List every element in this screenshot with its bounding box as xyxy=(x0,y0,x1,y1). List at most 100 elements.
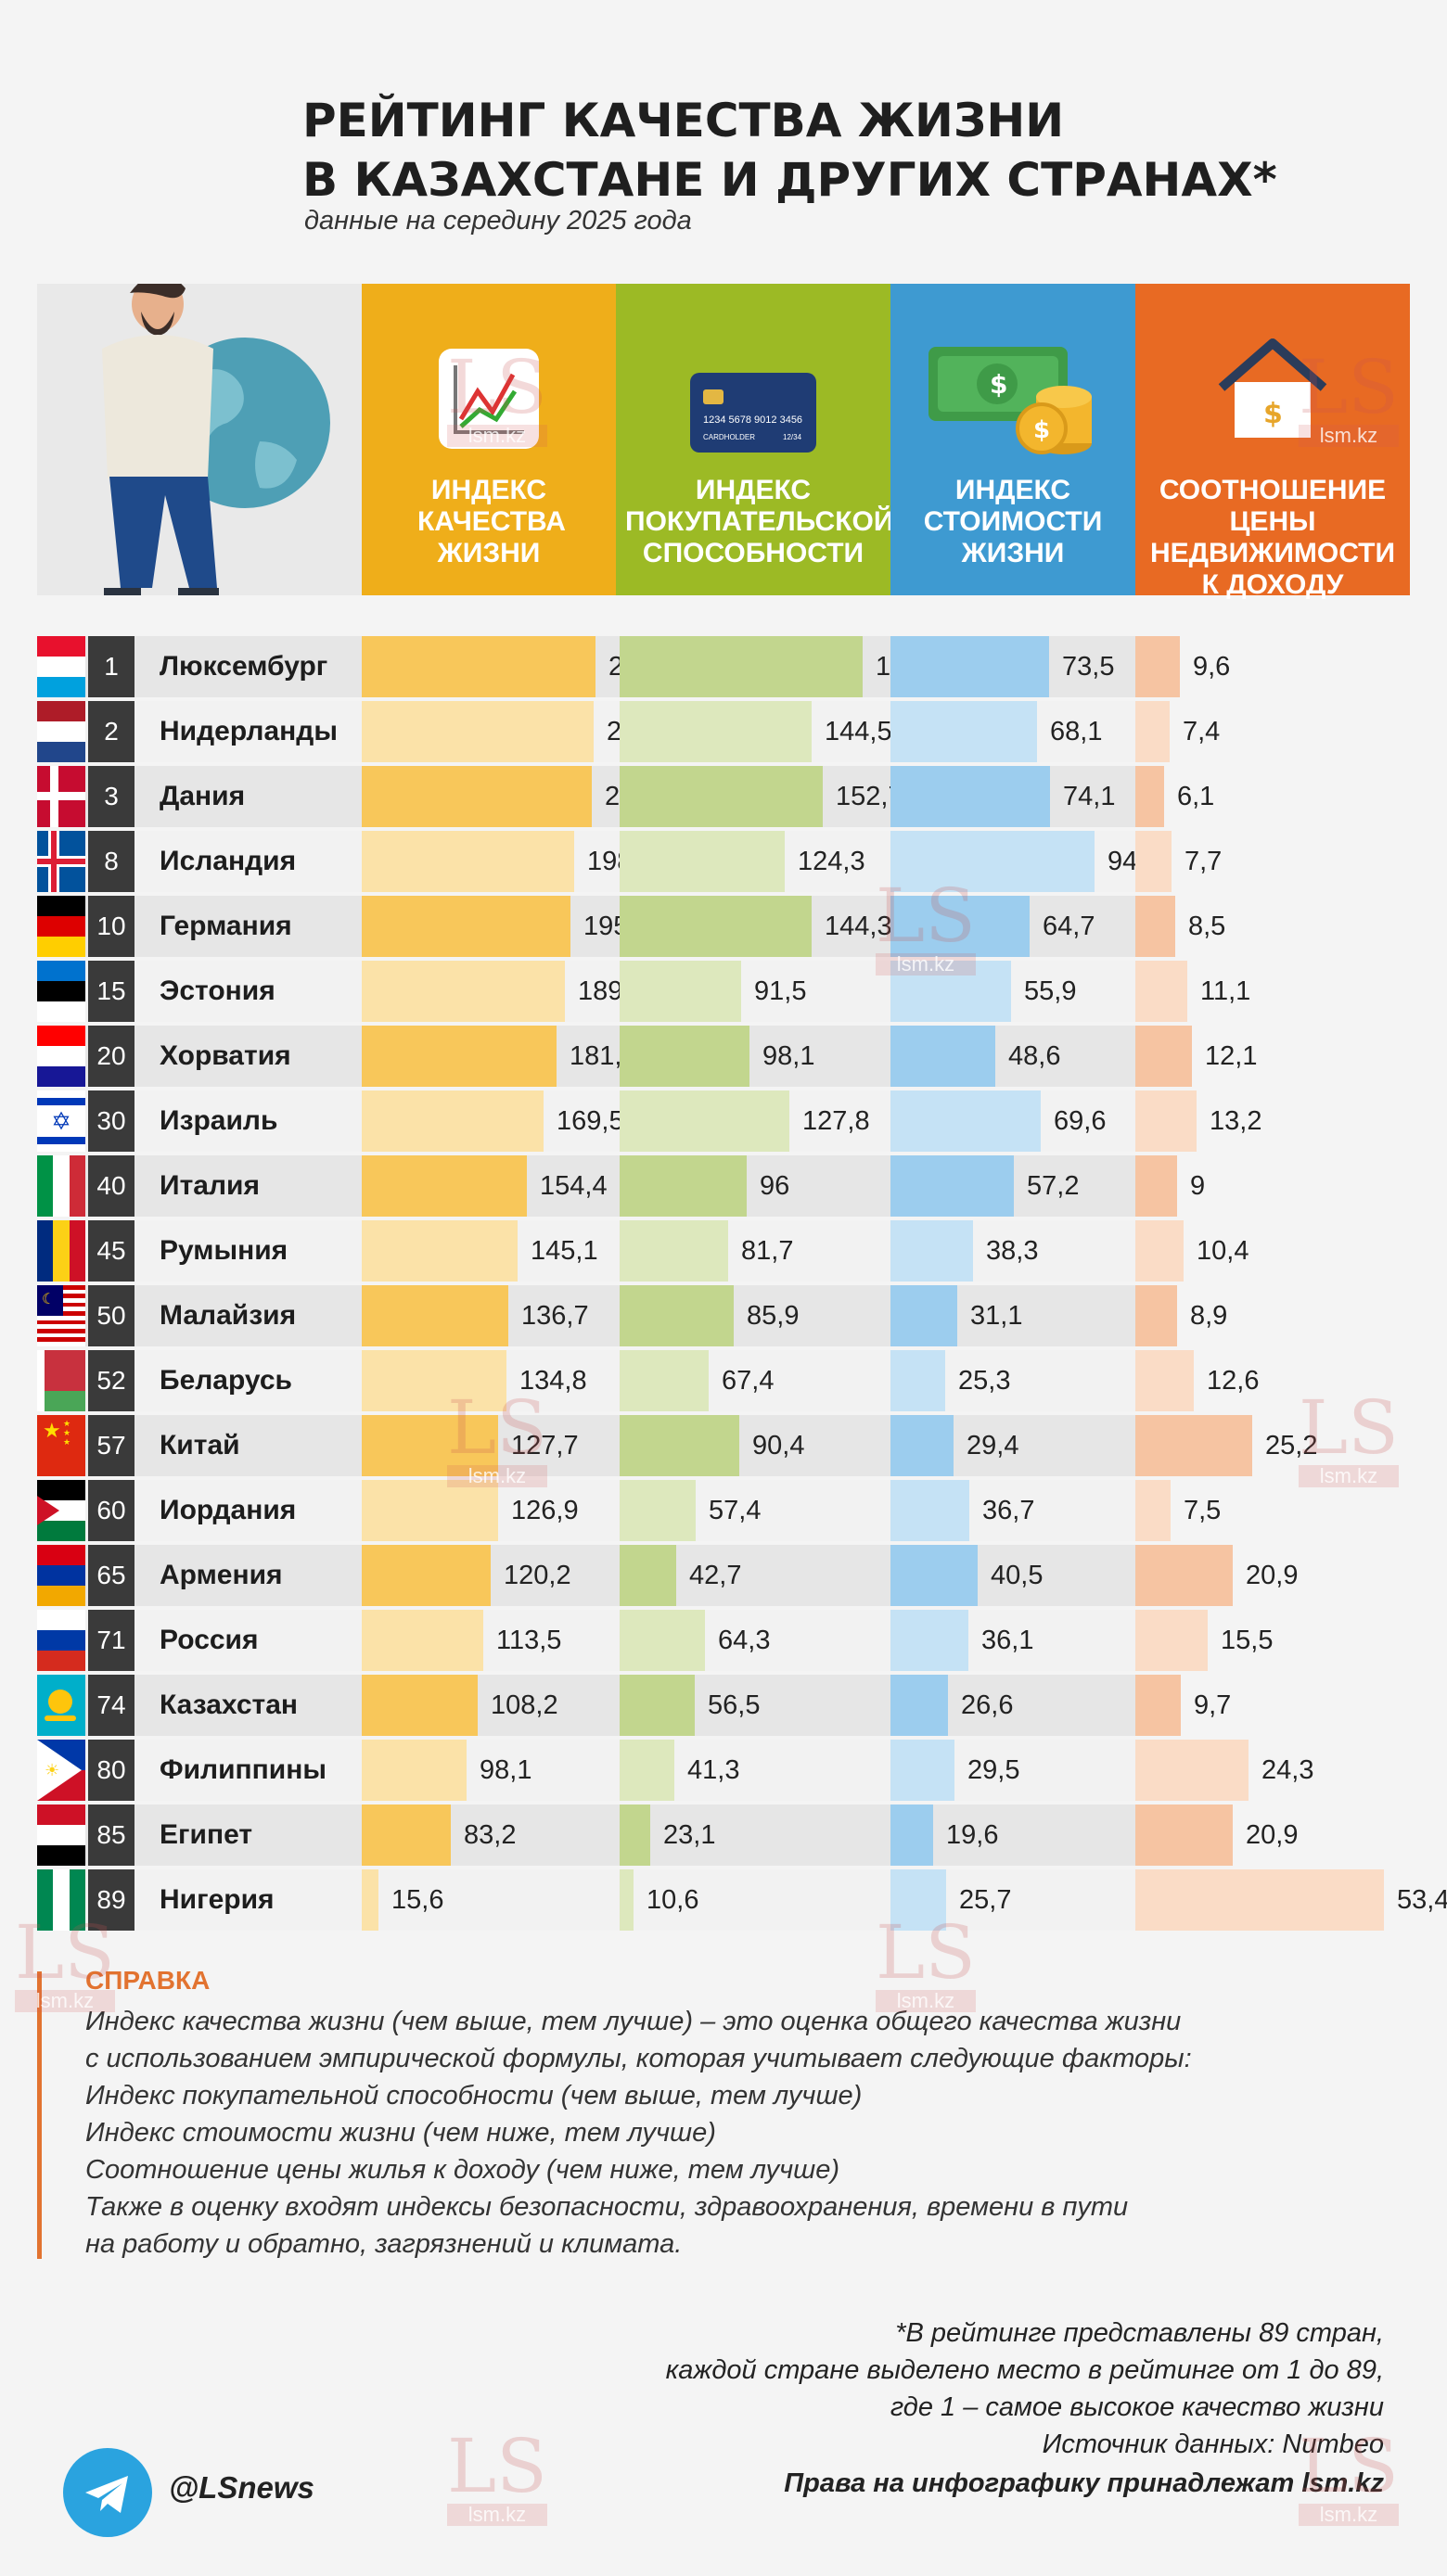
info-line: Индекс покупательной способности (чем вы… xyxy=(85,2081,863,2111)
value-property: 13,2 xyxy=(1210,1106,1262,1136)
value-property: 15,5 xyxy=(1221,1626,1274,1655)
value-quality: 83,2 xyxy=(464,1820,517,1850)
country-name: Дания xyxy=(160,781,246,811)
value-property: 24,3 xyxy=(1261,1755,1314,1785)
country-name: Малайзия xyxy=(160,1300,297,1331)
value-purchasing: 124,3 xyxy=(798,847,865,876)
bar-cost xyxy=(890,1026,995,1087)
table-row: ✡ 30 Израиль 169,5 127,8 69,6 13,2 xyxy=(37,1090,1410,1152)
value-cost: 48,6 xyxy=(1008,1041,1061,1071)
copyright: Права на инфографику принадлежат lsm.kz xyxy=(784,2468,1384,2498)
bar-cost xyxy=(890,1090,1041,1152)
value-cost: 36,7 xyxy=(982,1496,1035,1525)
bar-quality xyxy=(362,1026,557,1087)
value-property: 25,2 xyxy=(1265,1431,1318,1460)
table-row: 74 Казахстан 108,2 56,5 26,6 9,7 xyxy=(37,1675,1410,1736)
info-line: Индекс стоимости жизни (чем ниже, тем лу… xyxy=(85,2118,716,2148)
value-purchasing: 85,9 xyxy=(747,1301,800,1331)
value-purchasing: 56,5 xyxy=(708,1690,761,1720)
bar-cost xyxy=(890,831,1095,892)
value-purchasing: 42,7 xyxy=(689,1561,742,1590)
bar-cost xyxy=(890,701,1037,762)
value-cost: 25,3 xyxy=(958,1366,1011,1396)
bar-property xyxy=(1135,1155,1177,1217)
info-line: на работу и обратно, загрязнений и клима… xyxy=(85,2229,683,2259)
rank-badge: 10 xyxy=(88,896,134,957)
country-flag xyxy=(37,1869,85,1931)
bar-quality xyxy=(362,1545,491,1606)
value-quality: 136,7 xyxy=(521,1301,589,1331)
bar-cost xyxy=(890,1285,957,1346)
bar-property xyxy=(1135,1545,1233,1606)
rank-badge: 65 xyxy=(88,1545,134,1606)
svg-text:$: $ xyxy=(1033,416,1050,444)
value-property: 8,5 xyxy=(1188,912,1226,941)
country-flag xyxy=(37,961,85,1022)
rank-badge: 57 xyxy=(88,1415,134,1476)
country-name: Армения xyxy=(160,1560,283,1590)
value-property: 7,4 xyxy=(1183,717,1221,746)
value-property: 6,1 xyxy=(1177,782,1215,811)
telegram-icon[interactable] xyxy=(63,2448,152,2537)
country-name: Нигерия xyxy=(160,1884,275,1915)
social-handle[interactable]: @LSnews xyxy=(169,2470,314,2505)
country-flag xyxy=(37,1155,85,1217)
country-name: Италия xyxy=(160,1170,260,1201)
card-holder-text: CARDHOLDER xyxy=(703,433,755,441)
value-quality: 126,9 xyxy=(511,1496,579,1525)
rank-badge: 15 xyxy=(88,961,134,1022)
country-name: Казахстан xyxy=(160,1690,299,1720)
watermark-logo: LS lsm.kz xyxy=(447,2429,547,2526)
table-row: 65 Армения 120,2 42,7 40,5 20,9 xyxy=(37,1545,1410,1606)
country-name: Германия xyxy=(160,911,292,941)
bar-purchasing xyxy=(620,1415,739,1476)
value-purchasing: 41,3 xyxy=(687,1755,740,1785)
value-purchasing: 10,6 xyxy=(647,1885,699,1915)
info-box: СПРАВКА Индекс качества жизни (чем выше,… xyxy=(37,1966,1410,2263)
rank-badge: 80 xyxy=(88,1740,134,1801)
table-row: 20 Хорватия 181,7 98,1 48,6 12,1 xyxy=(37,1026,1410,1087)
table-row: 8 Исландия 198 124,3 94,5 7,7 xyxy=(37,831,1410,892)
value-quality: 169,5 xyxy=(557,1106,624,1136)
table-row: 85 Египет 83,2 23,1 19,6 20,9 xyxy=(37,1804,1410,1866)
bar-quality xyxy=(362,1610,483,1671)
table-row: 1Люксембург218,2183,173,59,6 xyxy=(37,636,1410,697)
bar-cost xyxy=(890,1350,945,1411)
svg-text:$: $ xyxy=(1263,398,1283,430)
value-property: 9,7 xyxy=(1194,1690,1232,1720)
bar-cost xyxy=(890,1220,973,1282)
bar-property xyxy=(1135,1220,1184,1282)
title-line-1: РЕЙТИНГ КАЧЕСТВА ЖИЗНИ xyxy=(302,94,1065,147)
bar-purchasing xyxy=(620,1675,695,1736)
page-title: РЕЙТИНГ КАЧЕСТВА ЖИЗНИ В КАЗАХСТАНЕ И ДР… xyxy=(302,91,1277,210)
table-row: 40 Италия 154,4 96 57,2 9 xyxy=(37,1155,1410,1217)
title-line-2: В КАЗАХСТАНЕ И ДРУГИХ СТРАНАХ* xyxy=(302,153,1277,207)
value-quality: 108,2 xyxy=(491,1690,558,1720)
bar-property xyxy=(1135,1675,1181,1736)
value-quality: 145,1 xyxy=(531,1236,598,1266)
country-flag xyxy=(37,1804,85,1866)
bar-cost xyxy=(890,1610,968,1671)
bar-quality xyxy=(362,1740,467,1801)
value-purchasing: 81,7 xyxy=(741,1236,794,1266)
value-cost: 26,6 xyxy=(961,1690,1014,1720)
bar-property xyxy=(1135,1610,1208,1671)
bar-purchasing xyxy=(620,1220,728,1282)
value-quality: 15,6 xyxy=(391,1885,444,1915)
value-purchasing: 23,1 xyxy=(663,1820,716,1850)
bar-quality xyxy=(362,1220,518,1282)
country-flag: ☀ xyxy=(37,1740,85,1801)
country-flag xyxy=(37,1220,85,1282)
bar-purchasing xyxy=(620,1804,650,1866)
table-row: 2Нидерланды216,5144,568,17,4 xyxy=(37,701,1410,762)
value-cost: 31,1 xyxy=(970,1301,1023,1331)
info-line: Соотношение цены жилья к доходу (чем ниж… xyxy=(85,2155,840,2185)
value-purchasing: 144,5 xyxy=(825,717,892,746)
bar-property xyxy=(1135,636,1180,697)
value-cost: 55,9 xyxy=(1024,976,1077,1006)
footnote-line: каждой стране выделено место в рейтинге … xyxy=(665,2355,1384,2385)
value-property: 7,7 xyxy=(1184,847,1223,876)
value-property: 9,6 xyxy=(1193,652,1231,682)
bar-property xyxy=(1135,1026,1192,1087)
country-name: Иордания xyxy=(160,1495,297,1525)
